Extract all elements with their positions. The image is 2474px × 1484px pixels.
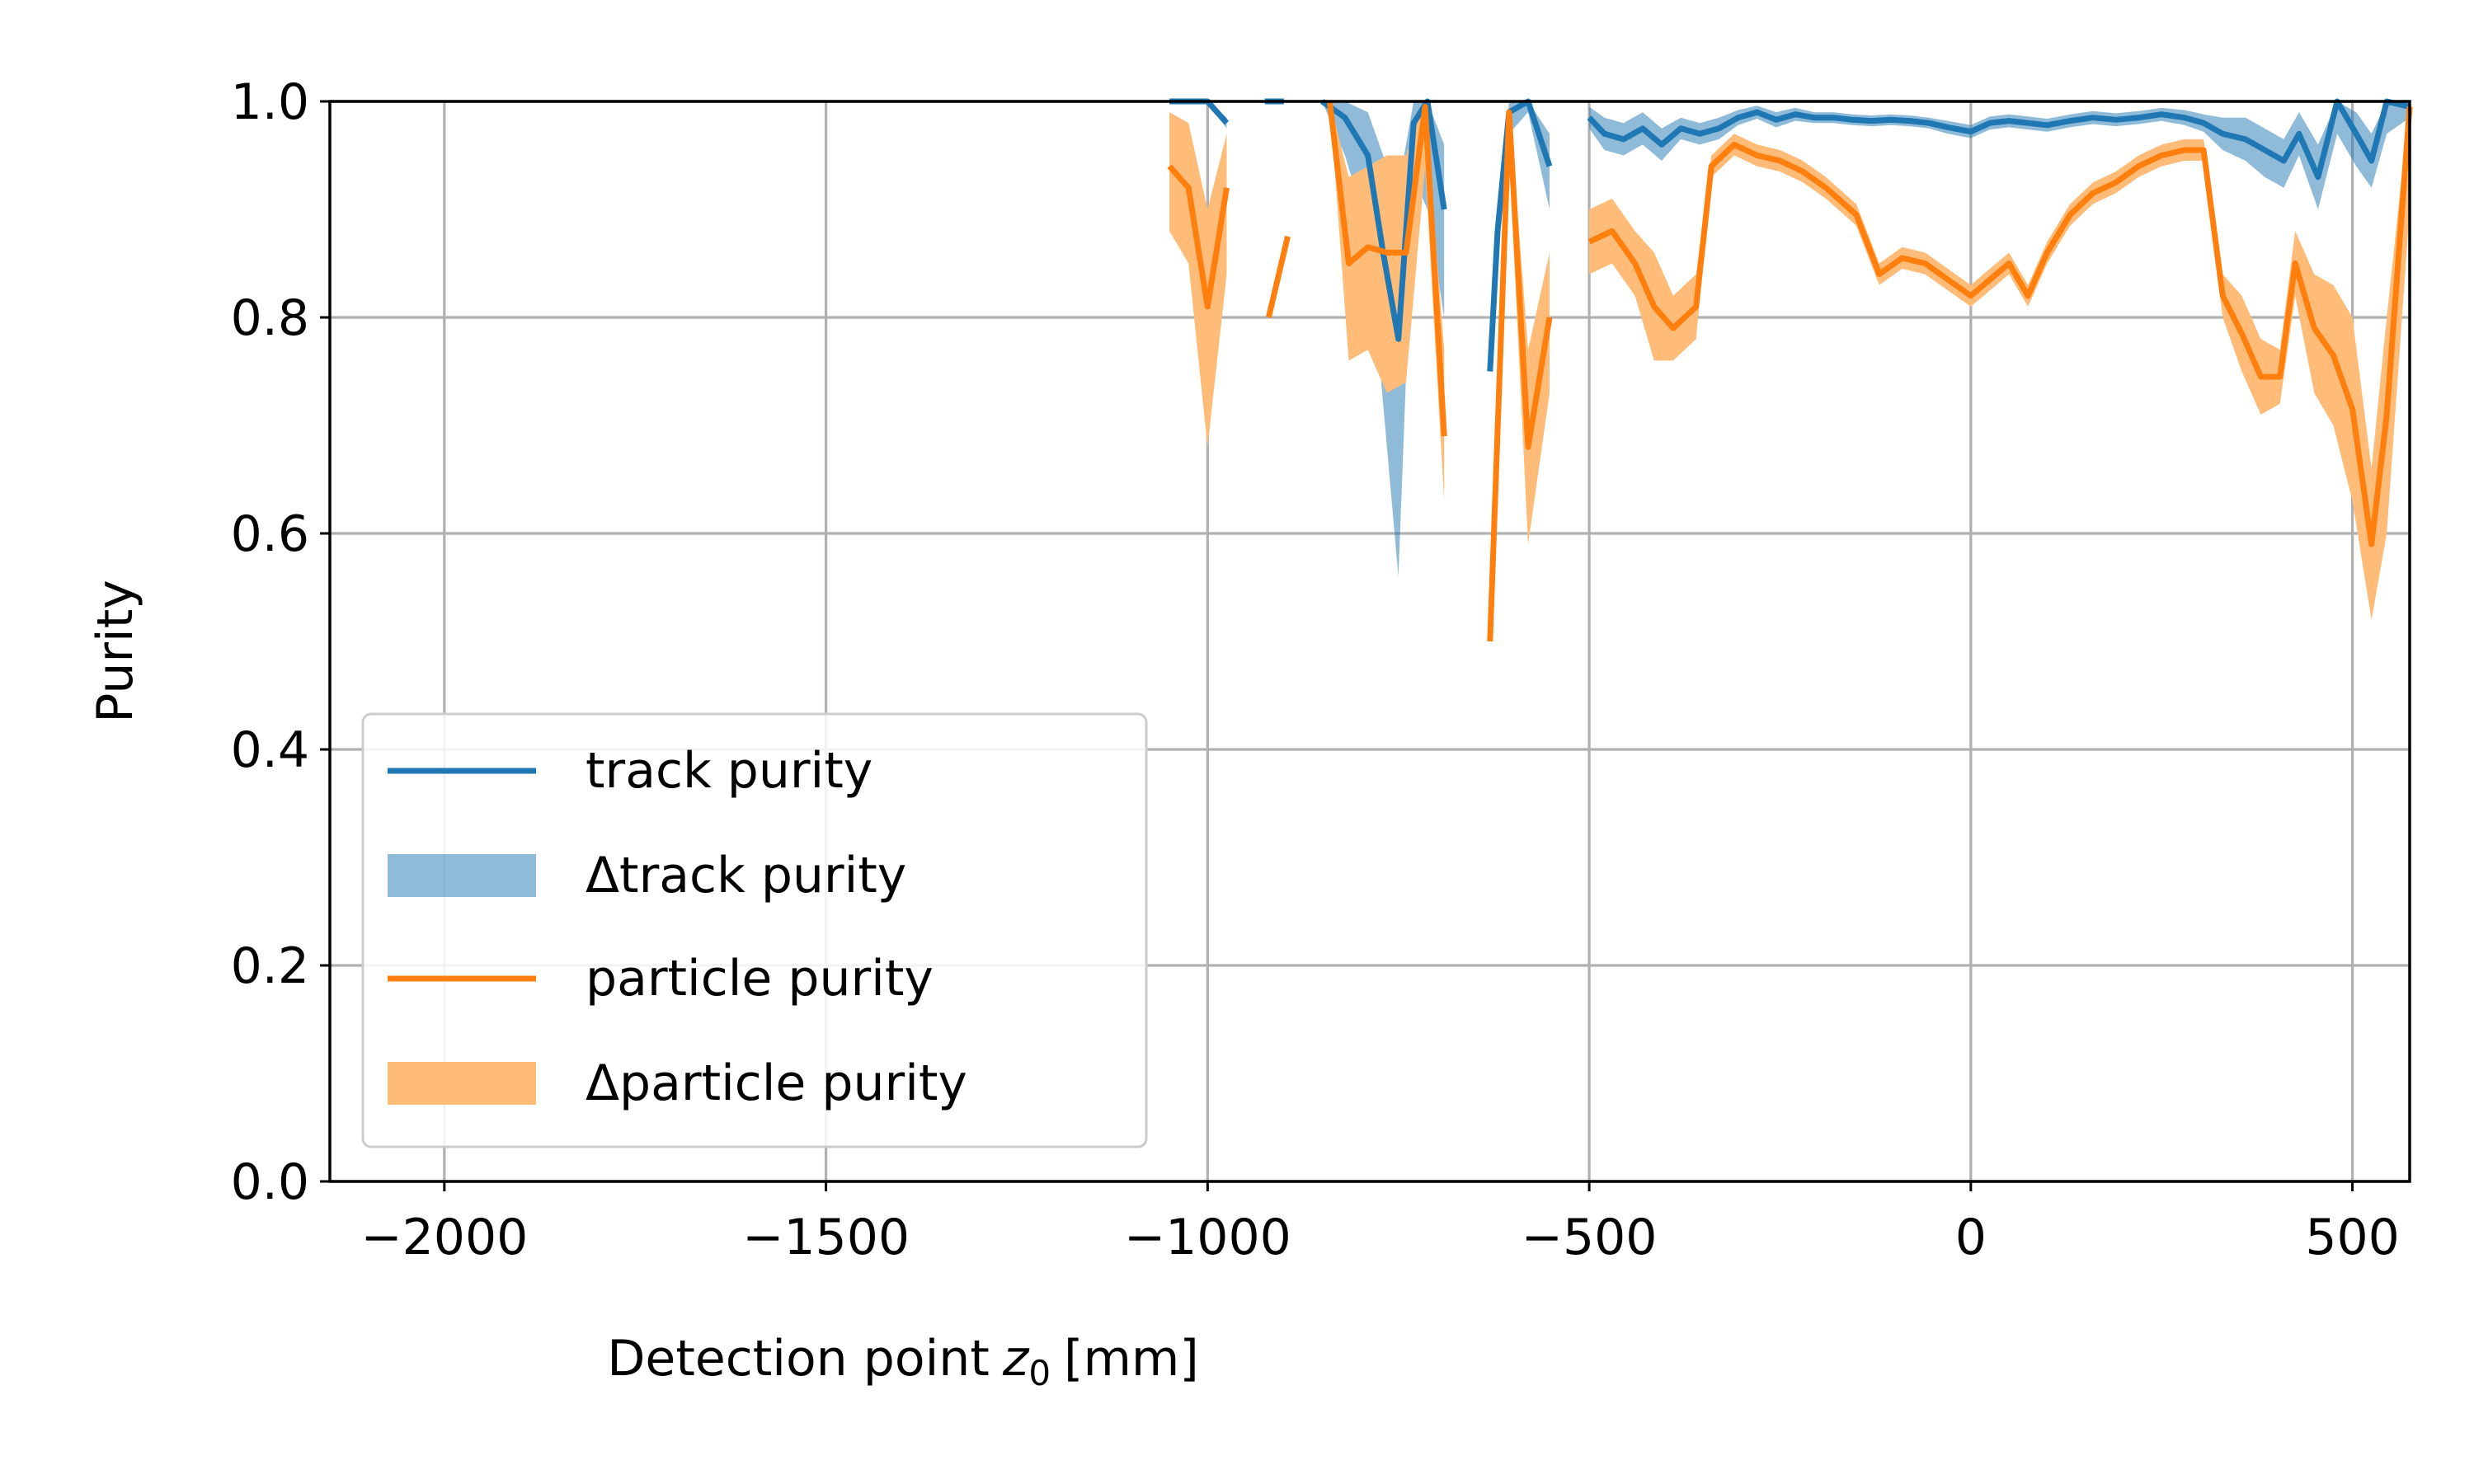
x-tick-label: −500: [1522, 1209, 1658, 1266]
x-tick-label: 500: [2305, 1209, 2400, 1266]
x-axis-label: Detection point z0 [mm]: [607, 1330, 1199, 1393]
y-tick-label: 0.0: [231, 1153, 309, 1211]
x-axis-label-text: Detection point: [607, 1330, 990, 1388]
series-lines: [1167, 98, 2413, 642]
y-axis-label: Purity: [87, 580, 144, 723]
plot-frame: [328, 100, 2411, 1183]
particle-purity-line: [1167, 164, 1230, 310]
particle-purity-band: [1169, 112, 1227, 448]
x-tick-label: −1000: [1124, 1209, 1291, 1266]
y-tick-label: 1.0: [231, 73, 309, 131]
legend-label-delta-particle-purity: Δparticle purity: [586, 1054, 967, 1112]
track-purity-line: [1587, 98, 2411, 181]
legend: track purity Δtrack purity particle puri…: [361, 712, 1148, 1148]
particle-purity-line: [1326, 101, 1447, 437]
legend-swatch-particle-band: [388, 1062, 536, 1105]
particle-purity-line: [1265, 235, 1291, 318]
legend-label-particle-purity: particle purity: [586, 950, 934, 1007]
y-tick-label: 0.4: [231, 721, 309, 779]
particle-purity-line: [1587, 106, 2413, 547]
particle-purity-band: [1589, 101, 2410, 620]
x-axis-label-subscript: 0: [1028, 1353, 1051, 1393]
legend-label-track-purity: track purity: [586, 742, 872, 800]
axis-ticks: −2000 −1500 −1000 −500 0 500 0.0 0.2 0.4 0.6 0.8 1.…: [231, 73, 2400, 1266]
y-tick-label: 0.2: [231, 937, 309, 995]
particle-purity-line: [1487, 109, 1553, 642]
x-tick-label: 0: [1955, 1209, 1987, 1266]
legend-box: [361, 712, 1148, 1148]
x-axis-label-variable: z: [1002, 1330, 1030, 1388]
x-axis-label-unit: [mm]: [1064, 1330, 1199, 1388]
x-tick-label: −2000: [360, 1209, 528, 1266]
track-purity-band: [1589, 101, 2410, 209]
legend-swatch-track-band: [388, 854, 536, 897]
y-tick-label: 0.6: [231, 505, 309, 563]
x-tick-label: −1500: [742, 1209, 910, 1266]
uncertainty-bands: [1169, 101, 2410, 641]
legend-label-delta-track-purity: Δtrack purity: [586, 847, 906, 904]
y-tick-label: 0.8: [231, 289, 309, 347]
